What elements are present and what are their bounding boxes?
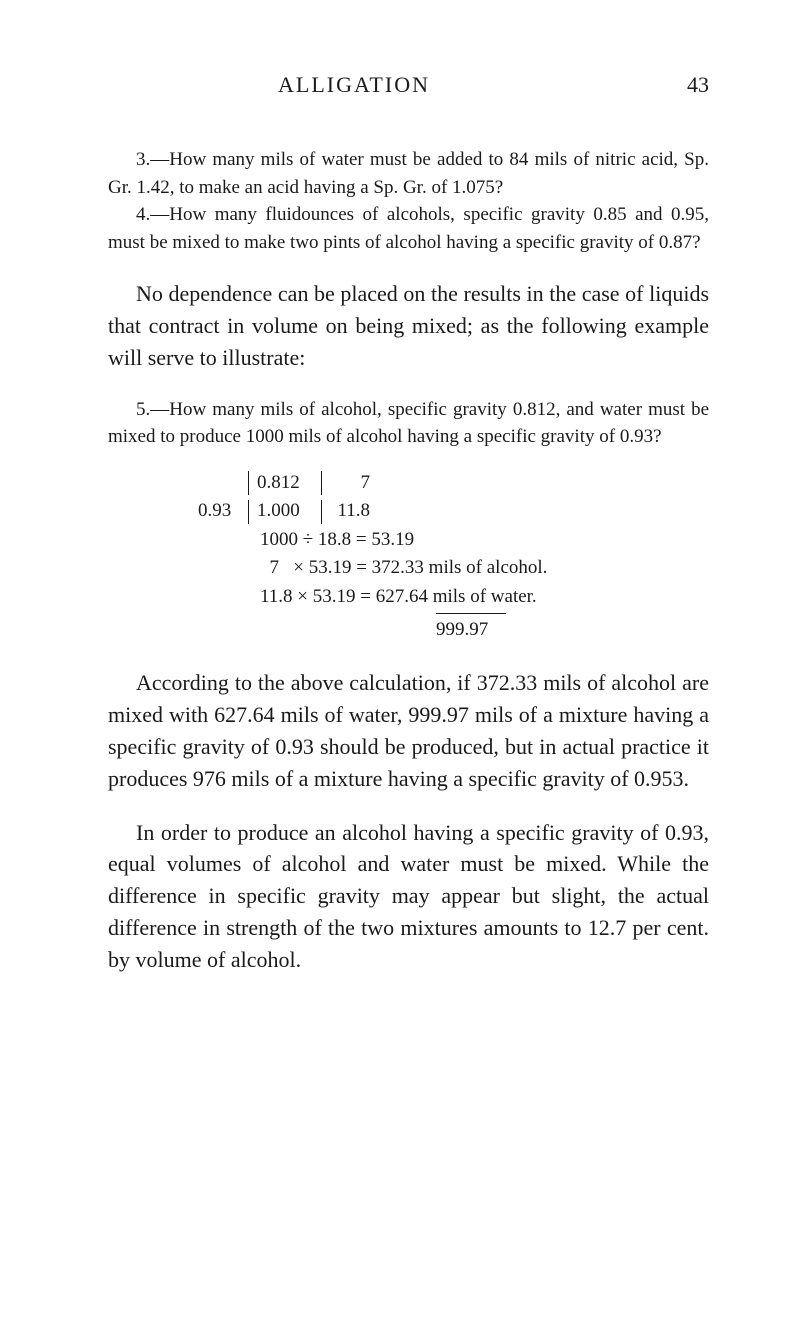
calc-line-2: 7 × 53.19 = 372.33 mils of alcohol.: [198, 554, 709, 583]
calc-row-2: 0.93 1.000 11.8: [198, 497, 709, 526]
problem-5: 5.—How many mils of alcohol, specific gr…: [108, 396, 709, 451]
divider-v-3: [248, 500, 249, 524]
calc-line-1-text: 1000 ÷ 18.8 = 53.19: [260, 526, 414, 555]
calc-line-2-text: 7 × 53.19 = 372.33 mils of alcohol.: [260, 554, 547, 583]
calc-total: 999.97: [436, 616, 488, 645]
calc-line-3: 11.8 × 53.19 = 627.64 mils of water.: [198, 583, 709, 612]
problem-4: 4.—How many fluidounces of alcohols, spe…: [108, 201, 709, 256]
calc-d1: 7: [330, 469, 370, 498]
problem-3: 3.—How many mils of water must be added …: [108, 146, 709, 201]
problem-4-text: 4.—How many fluidounces of alcohols, spe…: [108, 201, 709, 256]
problems-group-1: 3.—How many mils of water must be added …: [108, 146, 709, 256]
header-title: ALLIGATION: [278, 72, 430, 98]
calc-line-3-text: 11.8 × 53.19 = 627.64 mils of water.: [260, 583, 537, 612]
problem-3-text: 3.—How many mils of water must be added …: [108, 146, 709, 201]
calc-line-1: 1000 ÷ 18.8 = 53.19: [198, 526, 709, 555]
calc-mean: 0.93: [198, 497, 240, 526]
paragraph-1: No dependence can be placed on the resul…: [108, 278, 709, 374]
divider-v-4: [321, 500, 322, 524]
page-number: 43: [687, 72, 709, 98]
calc-row-1: 0.812 7: [198, 469, 709, 498]
divider-v-2: [321, 471, 322, 495]
calc-total-row: 999.97: [198, 616, 709, 645]
calc-v2: 1.000: [257, 497, 313, 526]
paragraph-3: In order to produce an alcohol having a …: [108, 817, 709, 976]
paragraph-2: According to the above calculation, if 3…: [108, 667, 709, 795]
calc-hrule: [436, 613, 506, 614]
page-header: ALLIGATION 43: [108, 72, 709, 98]
calculation-block: 0.812 7 0.93 1.000 11.8 1000 ÷ 18.8 = 53…: [198, 469, 709, 645]
problem-5-text: 5.—How many mils of alcohol, specific gr…: [108, 396, 709, 451]
calc-v1: 0.812: [257, 469, 313, 498]
divider-v-1: [248, 471, 249, 495]
calc-d2: 11.8: [330, 497, 370, 526]
